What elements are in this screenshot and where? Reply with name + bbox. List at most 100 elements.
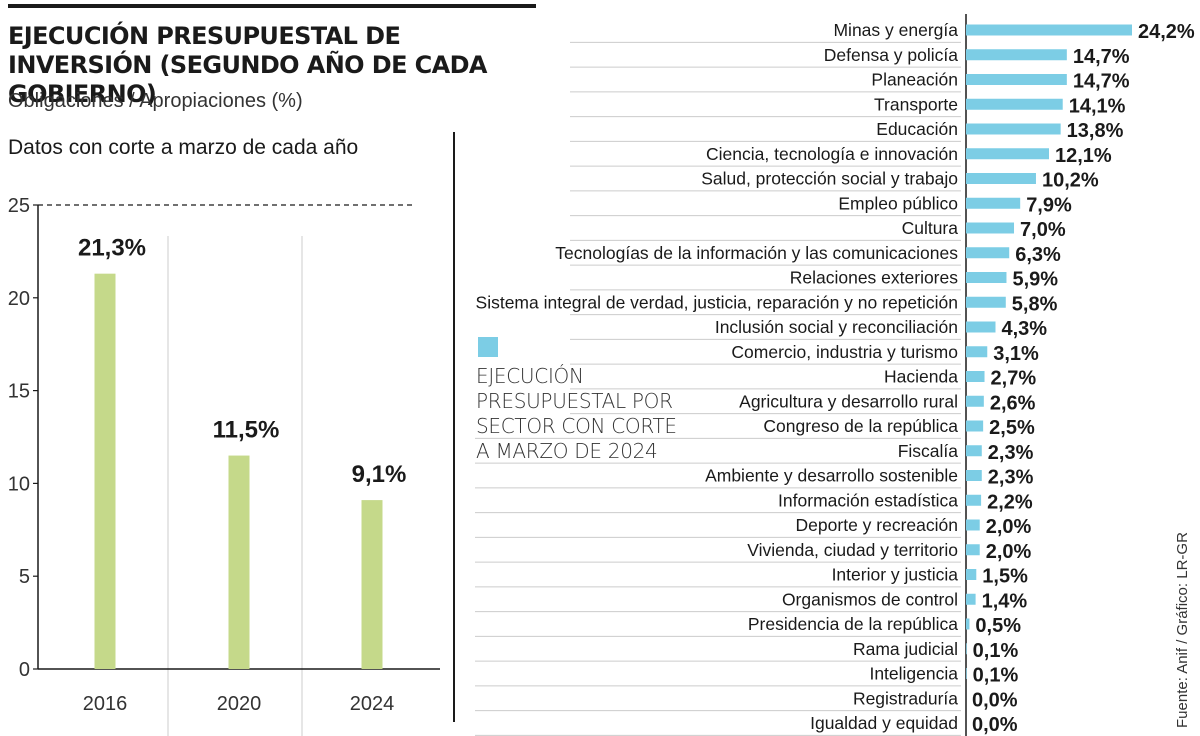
- sector-label: Presidencia de la república: [748, 614, 958, 634]
- sector-value-label: 7,0%: [1020, 219, 1066, 241]
- sector-value-label: 12,1%: [1055, 145, 1112, 167]
- sector-label: Empleo público: [838, 193, 958, 213]
- sector-label: Planeación: [871, 70, 958, 90]
- sector-bar: [966, 494, 982, 506]
- sector-bar: [966, 247, 1010, 259]
- sector-value-label: 2,7%: [991, 368, 1037, 390]
- sector-label: Información estadística: [778, 490, 958, 510]
- x-tick-label: 2024: [350, 693, 395, 715]
- sector-bar: [966, 593, 976, 605]
- sector-bar: [966, 173, 1036, 184]
- sector-bar: [966, 420, 984, 432]
- yearly-bar-chart: 0 5 10 15 20 25 21,3% 2016 11,5% 2020 9,1% 2024: [8, 195, 440, 736]
- sector-value-label: 0,0%: [972, 714, 1018, 736]
- sector-bar: [966, 346, 988, 358]
- sector-label: Igualdad y equidad: [810, 713, 958, 733]
- sector-label: Tecnologías de la información y las comu…: [555, 243, 958, 263]
- sector-bar: [966, 371, 985, 382]
- y-tick-label: 5: [19, 566, 30, 588]
- sector-bar: [966, 519, 980, 531]
- sector-label: Comercio, industria y turismo: [731, 342, 958, 362]
- sector-value-label: 10,2%: [1042, 170, 1099, 192]
- panel-divider: [453, 132, 455, 722]
- sector-value-label: 0,1%: [973, 665, 1019, 687]
- sector-value-label: 2,2%: [987, 491, 1033, 513]
- sector-bar: [966, 148, 1049, 160]
- sector-bar: [966, 544, 980, 556]
- sector-label: Transporte: [874, 94, 958, 114]
- sector-value-label: 2,0%: [986, 541, 1032, 563]
- sector-bar: [966, 569, 977, 580]
- sector-value-label: 3,1%: [993, 343, 1039, 365]
- bar-value-label: 9,1%: [352, 461, 407, 488]
- cutoff-note: Datos con corte a marzo de cada año: [8, 136, 359, 159]
- bar-value-label: 21,3%: [78, 235, 146, 262]
- y-tick-label: 25: [8, 195, 30, 217]
- sector-value-label: 0,1%: [973, 640, 1019, 662]
- sector-bar: [966, 296, 1006, 308]
- x-tick-label: 2020: [217, 693, 262, 715]
- sector-value-label: 24,2%: [1138, 21, 1195, 43]
- sector-value-label: 14,7%: [1073, 71, 1130, 93]
- sector-bar: [966, 643, 967, 655]
- chart-title: EJECUCIÓN PRESUPUESTAL DE INVERSIÓN (SEG…: [8, 22, 488, 108]
- sector-label: Deporte y recreación: [796, 515, 958, 535]
- sector-label: Relaciones exteriores: [790, 268, 959, 288]
- sector-label: Registraduría: [853, 688, 958, 708]
- sector-label: Vivienda, ciudad y territorio: [747, 540, 958, 560]
- sector-value-label: 2,5%: [989, 417, 1035, 439]
- sector-bar: [966, 24, 1132, 36]
- sector-label: Interior y justicia: [832, 565, 959, 585]
- sector-value-label: 0,0%: [972, 689, 1018, 711]
- sector-bar: [966, 395, 984, 407]
- sector-value-label: 14,7%: [1073, 46, 1130, 68]
- sector-label: Sistema integral de verdad, justicia, re…: [476, 292, 958, 312]
- chart-subtitle: Obligaciones / Apropiaciones (%): [8, 90, 303, 112]
- sector-label: Hacienda: [884, 367, 958, 387]
- sector-label: Rama judicial: [853, 639, 958, 659]
- sector-label: Defensa y policía: [824, 45, 959, 65]
- sector-value-label: 2,3%: [988, 467, 1034, 489]
- sector-value-label: 5,8%: [1012, 293, 1058, 315]
- sector-label: Cultura: [902, 218, 959, 238]
- y-tick-label: 10: [8, 473, 30, 495]
- sector-bar: [966, 321, 996, 333]
- sector-label: Organismos de control: [782, 589, 958, 609]
- y-tick-label: 0: [19, 659, 30, 681]
- sector-label: Inteligencia: [869, 664, 958, 684]
- sector-label: Congreso de la república: [763, 416, 958, 436]
- sector-value-label: 1,4%: [982, 590, 1028, 612]
- sector-value-label: 5,9%: [1012, 269, 1058, 291]
- sector-value-label: 0,5%: [975, 615, 1021, 637]
- sector-bar: [966, 618, 970, 630]
- sector-label: Salud, protección social y trabajo: [701, 169, 958, 189]
- sector-label: Minas y energía: [833, 20, 958, 40]
- sector-bar: [966, 98, 1063, 110]
- sector-bar: [966, 272, 1007, 283]
- sector-label: Ambiente y desarrollo sostenible: [705, 466, 958, 486]
- sector-bar: [966, 49, 1067, 61]
- year-bar: [228, 455, 250, 669]
- sector-label: Educación: [876, 119, 958, 139]
- sector-bar: [966, 123, 1061, 135]
- source-note: Fuente: Anif / Gráfico: LR-GR: [1174, 532, 1191, 728]
- year-bar: [94, 273, 116, 669]
- y-tick-label: 15: [8, 381, 30, 403]
- sector-value-label: 2,6%: [990, 392, 1036, 414]
- sector-value-label: 13,8%: [1067, 120, 1124, 142]
- sector-value-label: 2,3%: [988, 442, 1034, 464]
- sector-value-label: 7,9%: [1026, 194, 1072, 216]
- sector-bar: [966, 74, 1067, 85]
- sector-bar: [966, 445, 982, 457]
- legend-label: EJECUCIÓN PRESUPUESTAL POR SECTOR CON CO…: [476, 364, 677, 463]
- sector-label: Inclusión social y reconciliación: [715, 317, 958, 337]
- sector-value-label: 4,3%: [1001, 318, 1047, 340]
- sector-bar: [966, 470, 982, 481]
- top-rule: [8, 4, 536, 8]
- y-tick-label: 20: [8, 288, 30, 310]
- sector-label: Fiscalía: [898, 441, 959, 461]
- sector-value-label: 1,5%: [982, 566, 1028, 588]
- bar-value-label: 11,5%: [213, 417, 280, 444]
- sector-label: Agricultura y desarrollo rural: [739, 391, 958, 411]
